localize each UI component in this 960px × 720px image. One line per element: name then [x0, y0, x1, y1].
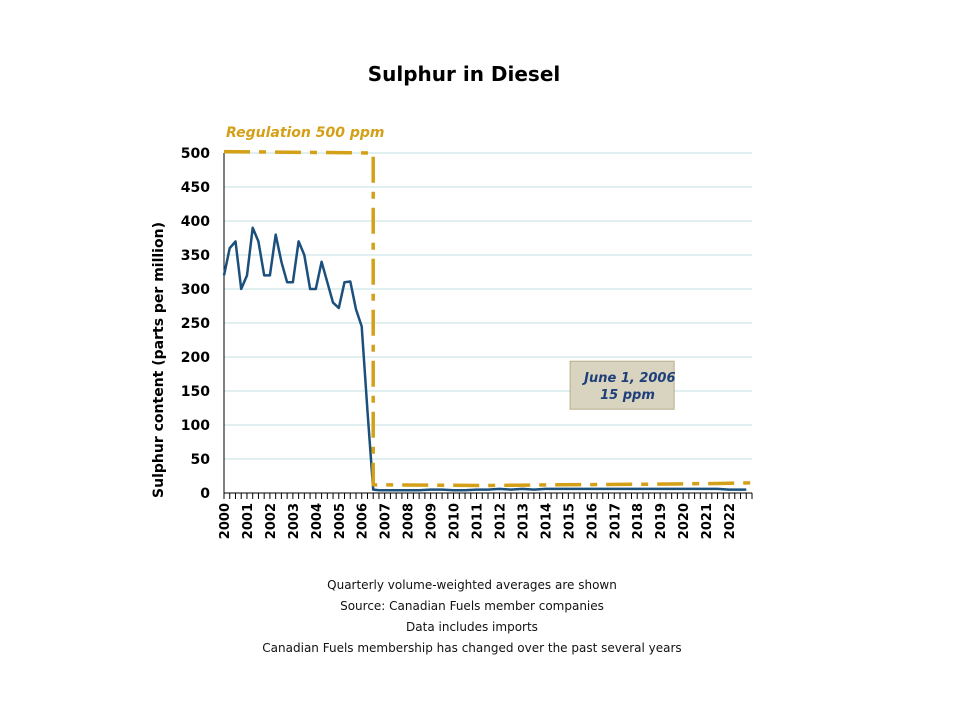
june-2006-annotation: June 1, 2006 15 ppm — [569, 360, 676, 410]
x-tick-label: 2001 — [241, 503, 256, 539]
sulphur-content-line — [222, 226, 747, 492]
x-tick-label: 2014 — [539, 503, 554, 539]
y-tick-label: 400 — [181, 214, 210, 230]
x-tick-label: 2012 — [493, 503, 508, 539]
note-averages: Quarterly volume-weighted averages are s… — [327, 578, 617, 592]
x-tick-label: 2000 — [218, 503, 233, 539]
gridlines — [224, 152, 752, 460]
x-tick-label: 2020 — [677, 503, 692, 539]
y-tick-label: 50 — [191, 452, 211, 468]
y-tick-label: 100 — [181, 418, 210, 434]
annotation-box — [569, 360, 675, 410]
note-imports: Data includes imports — [406, 620, 538, 634]
x-tick-label: 2017 — [608, 503, 623, 539]
x-tick-label: 2018 — [631, 503, 646, 539]
note-membership: Canadian Fuels membership has changed ov… — [262, 641, 682, 655]
x-tick-label: 2008 — [402, 503, 417, 539]
x-tick-label: 2009 — [425, 503, 440, 539]
x-tick-label: 2010 — [448, 503, 463, 539]
regulation-limit-line — [223, 149, 753, 488]
x-tick-label: 2011 — [471, 503, 486, 539]
x-tick-label: 2003 — [287, 503, 302, 539]
x-tick-label: 2007 — [379, 503, 394, 539]
y-tick-label: 500 — [181, 146, 210, 162]
annotation-line-date: June 1, 2006 — [581, 371, 675, 386]
y-tick-label: 150 — [181, 384, 210, 400]
x-tick-label: 2002 — [264, 503, 279, 539]
y-tick-label: 0 — [200, 486, 210, 502]
y-tick-label: 300 — [181, 282, 210, 298]
y-axis-label: Sulphur content (parts per million) — [151, 222, 167, 498]
y-tick-label: 350 — [181, 248, 210, 264]
x-tick-label: 2004 — [310, 503, 325, 539]
x-tick-label: 2016 — [585, 503, 600, 539]
y-tick-label: 250 — [181, 316, 210, 332]
x-tick-label: 2022 — [723, 503, 738, 539]
y-tick-label: 200 — [181, 350, 210, 366]
x-tick-label: 2019 — [654, 503, 669, 539]
x-tick-label: 2015 — [562, 503, 577, 539]
x-tick-label: 2013 — [516, 503, 531, 539]
y-tick-label: 450 — [181, 180, 210, 196]
x-axis-ticks: 2000 2001 2002 2003 2004 2005 2006 2007 2008 2009… — [218, 493, 753, 539]
annotation-line-ppm: 15 ppm — [600, 388, 655, 403]
regulation-label: Regulation 500 ppm — [226, 125, 385, 141]
note-source: Source: Canadian Fuels member companies — [340, 599, 604, 613]
series-layer — [222, 149, 753, 492]
x-tick-label: 2006 — [356, 503, 371, 539]
y-axis-ticks: 0 50 100 150 200 250 300 350 400 450 500 — [181, 146, 210, 502]
x-tick-label: 2005 — [333, 503, 348, 539]
chart-title: Sulphur in Diesel — [367, 62, 561, 86]
x-tick-label: 2021 — [700, 503, 715, 539]
